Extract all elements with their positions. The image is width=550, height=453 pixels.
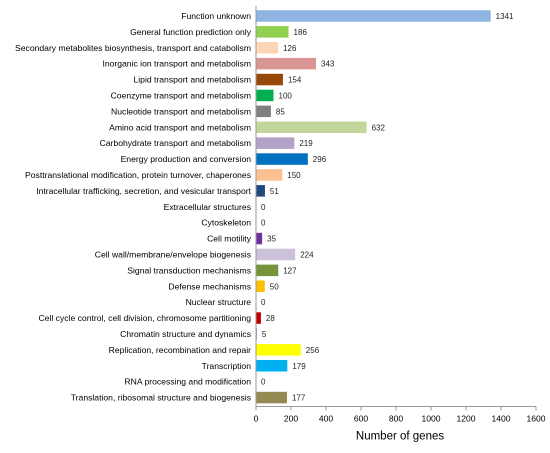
value-label: 1341 <box>496 12 514 21</box>
value-label: 343 <box>321 60 335 69</box>
value-label: 85 <box>276 107 285 116</box>
category-label: Replication, recombination and repair <box>109 345 251 355</box>
x-tick-label: 200 <box>284 414 299 424</box>
category-label: Energy production and conversion <box>121 154 252 164</box>
value-label: 150 <box>287 171 301 180</box>
value-label: 35 <box>267 235 276 244</box>
value-label: 256 <box>306 346 320 355</box>
bar-14 <box>256 232 263 245</box>
value-label: 28 <box>266 314 275 323</box>
value-label: 0 <box>261 298 266 307</box>
x-axis-group: 0 200 400 600 800 1000 1200 1400 1600 <box>254 6 546 424</box>
x-tick-label: 1400 <box>491 414 510 424</box>
category-label: Cell motility <box>207 234 252 244</box>
category-label: Lipid transport and metabolism <box>133 75 251 85</box>
value-label: 100 <box>279 91 293 100</box>
value-label: 50 <box>270 282 279 291</box>
bar-8 <box>256 137 295 149</box>
x-tick-label: 800 <box>389 414 404 424</box>
value-label: 51 <box>270 187 279 196</box>
x-tick-label: 1000 <box>421 414 440 424</box>
category-label: Signal transduction mechanisms <box>127 265 251 275</box>
value-label: 5 <box>262 330 267 339</box>
category-label: Function unknown <box>181 11 251 21</box>
value-label: 179 <box>292 362 306 371</box>
category-label: Carbohydrate transport and metabolism <box>100 138 251 148</box>
bar-1 <box>256 26 289 38</box>
value-label: 296 <box>313 155 327 164</box>
value-label: 219 <box>299 139 313 148</box>
category-labels-group: Function unknown General function predict… <box>15 11 252 403</box>
category-label: Cytoskeleton <box>201 218 251 228</box>
category-label: Chromatin structure and dynamics <box>120 329 251 339</box>
bar-22 <box>256 360 288 372</box>
value-label: 0 <box>261 219 266 228</box>
value-labels-group: 1341186126343154100856322192961505100352… <box>261 12 514 403</box>
bar-0 <box>256 10 491 22</box>
category-label: Intracellular trafficking, secretion, an… <box>36 186 251 196</box>
bar-16 <box>256 264 279 277</box>
value-label: 0 <box>261 203 266 212</box>
category-label: Defense mechanisms <box>168 281 251 291</box>
bar-10 <box>256 169 283 181</box>
value-label: 224 <box>300 250 314 259</box>
category-label: Cell cycle control, cell division, chrom… <box>38 313 251 323</box>
category-label: Inorganic ion transport and metabolism <box>102 59 251 69</box>
value-label: 186 <box>294 28 308 37</box>
category-label: Secondary metabolites biosynthesis, tran… <box>15 43 251 53</box>
category-label: Amino acid transport and metabolism <box>109 122 251 132</box>
x-tick-label: 600 <box>354 414 369 424</box>
x-tick-label: 0 <box>254 414 259 424</box>
x-tick-label: 1600 <box>526 414 545 424</box>
category-label: Extracellular structures <box>164 202 251 212</box>
category-label: Nuclear structure <box>186 297 252 307</box>
bar-5 <box>256 89 274 102</box>
category-label: RNA processing and modification <box>124 377 251 387</box>
bar-7 <box>256 121 367 133</box>
bar-3 <box>256 57 317 70</box>
bars-group <box>256 10 491 404</box>
bar-4 <box>256 73 283 86</box>
category-label: Cell wall/membrane/envelope biogenesis <box>95 249 251 259</box>
bar-19 <box>256 312 261 324</box>
x-axis-title: Number of genes <box>356 431 444 443</box>
bar-9 <box>256 153 308 165</box>
value-label: 126 <box>283 44 297 53</box>
bar-21 <box>256 344 301 356</box>
value-label: 0 <box>261 378 266 387</box>
bar-6 <box>256 105 271 118</box>
bar-24 <box>256 391 287 404</box>
bar-17 <box>256 280 265 292</box>
category-label: Translation, ribosomal structure and bio… <box>71 393 251 403</box>
value-label: 177 <box>292 394 306 403</box>
x-ticks-group: 0 200 400 600 800 1000 1200 1400 1600 <box>254 406 546 424</box>
value-label: 127 <box>283 266 297 275</box>
x-tick-label: 400 <box>319 414 334 424</box>
category-label: Posttranslational modification, protein … <box>25 170 251 180</box>
value-label: 632 <box>372 123 386 132</box>
category-label: Coenzyme transport and metabolism <box>111 90 251 100</box>
bar-15 <box>256 248 296 261</box>
category-label: General function prediction only <box>130 27 252 37</box>
bar-11 <box>256 185 265 197</box>
category-label: Nucleotide transport and metabolism <box>111 106 251 116</box>
category-label: Transcription <box>202 361 252 371</box>
x-tick-label: 1200 <box>456 414 475 424</box>
value-label: 154 <box>288 76 302 85</box>
bar-2 <box>256 42 279 54</box>
